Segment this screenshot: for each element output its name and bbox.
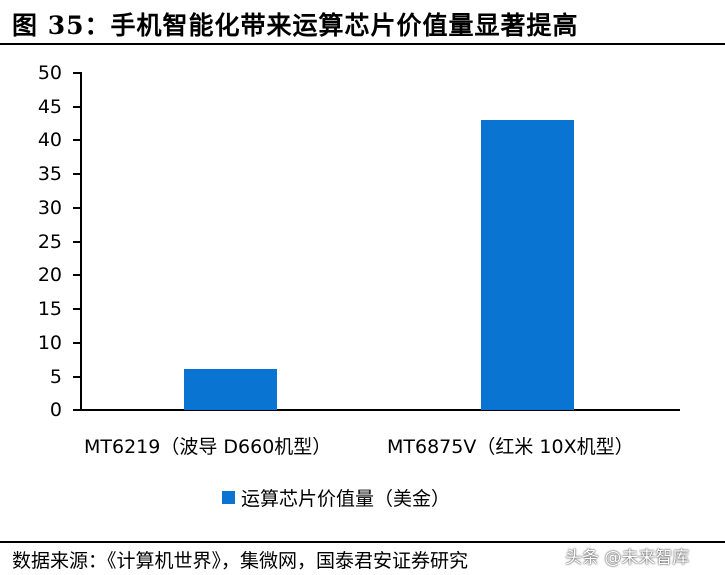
bottom-rule — [0, 541, 725, 543]
y-tick — [73, 342, 81, 344]
y-tick — [73, 241, 81, 243]
legend: 运算芯片价值量（美金） — [222, 484, 450, 511]
y-tick — [73, 308, 81, 310]
y-tick-label: 5 — [49, 366, 62, 388]
y-tick-label: 50 — [37, 62, 62, 84]
source-note: 数据来源：《计算机世界》，集微网，国泰君安证券研究 — [12, 550, 469, 572]
y-tick-label: 30 — [37, 197, 62, 219]
x-tick-label: MT6219（波导 D660机型） — [84, 436, 332, 458]
watermark: 头条 @未来智库 — [565, 548, 690, 568]
y-tick — [73, 409, 81, 411]
y-tick-label: 25 — [37, 231, 62, 253]
y-tick-label: 45 — [37, 96, 62, 118]
y-tick-label: 20 — [37, 264, 62, 286]
y-tick-label: 15 — [37, 298, 62, 320]
y-tick-label: 10 — [37, 332, 62, 354]
y-tick-label: 40 — [37, 129, 62, 151]
bar-mt6875v — [481, 120, 574, 410]
y-tick — [73, 173, 81, 175]
legend-label: 运算芯片价值量（美金） — [241, 488, 451, 510]
y-tick — [73, 207, 81, 209]
y-tick — [73, 376, 81, 378]
y-tick-label: 0 — [49, 399, 62, 421]
figure-title: 图 35：手机智能化带来运算芯片价值量显著提高 — [12, 11, 579, 40]
x-tick-label: MT6875V（红米 10X机型） — [387, 436, 634, 458]
y-tick — [73, 274, 81, 276]
legend-swatch — [222, 491, 235, 504]
top-rule — [0, 43, 725, 45]
y-tick-label: 35 — [37, 163, 62, 185]
y-tick — [73, 106, 81, 108]
x-axis — [80, 409, 680, 411]
y-axis — [80, 72, 82, 411]
y-tick — [73, 139, 81, 141]
bar-mt6219 — [184, 369, 277, 410]
y-tick — [73, 72, 81, 74]
